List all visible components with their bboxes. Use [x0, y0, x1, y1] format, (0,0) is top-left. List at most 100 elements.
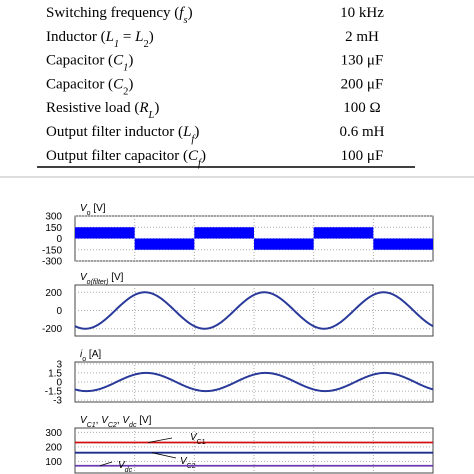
text-part: ) — [201, 148, 206, 164]
y-tick-label: 100 — [45, 457, 62, 468]
panel-title: Vo(filter) [V] — [80, 272, 124, 286]
y-tick-label: 150 — [45, 223, 62, 234]
text-part: dc — [129, 422, 137, 429]
square-segment — [313, 227, 374, 239]
y-tick-label: -200 — [42, 324, 62, 335]
square-segment — [75, 227, 135, 239]
text-part: C2 — [108, 422, 117, 429]
y-tick-label: -150 — [42, 245, 62, 256]
parameter-value: 10 kHz — [340, 5, 384, 21]
text-part: [A] — [86, 349, 101, 360]
panel-title: VC1, VC2, Vdc [V] — [80, 415, 152, 429]
parameter-value: 2 mH — [345, 29, 379, 45]
square-segment — [373, 238, 433, 250]
text-part: 2 — [123, 86, 128, 97]
y-tick-label: 200 — [45, 442, 62, 453]
waveform — [74, 291, 434, 330]
parameter-value: 200 μF — [341, 76, 384, 92]
annotation-arrow — [151, 452, 177, 459]
y-tick-label: -1.5 — [45, 387, 63, 398]
parameter-name: Capacitor (C1) — [46, 53, 133, 74]
annotation-arrow — [99, 461, 113, 467]
text-part: V — [118, 460, 126, 471]
text-part: f — [179, 5, 185, 21]
text-part: ) — [194, 124, 199, 140]
text-part: C1 — [197, 439, 206, 446]
text-part: Resistive load ( — [46, 100, 139, 116]
text-part: ) — [188, 5, 193, 21]
text-part: V — [80, 203, 88, 214]
square-segment — [194, 227, 254, 239]
text-part: o(filter) — [87, 279, 109, 286]
text-part: V — [122, 415, 130, 426]
panel-title: io [A] — [80, 349, 101, 363]
parameter-value: 100 μF — [341, 148, 384, 164]
parameter-name: Output filter inductor (Lf) — [46, 124, 199, 145]
text-part: Switching frequency ( — [46, 5, 179, 21]
text-part: Output filter capacitor ( — [46, 148, 188, 164]
text-part: L — [105, 29, 114, 45]
text-part: [V] — [136, 415, 151, 426]
y-tick-label: 300 — [45, 428, 62, 439]
text-part: ) — [149, 29, 154, 45]
text-part: f — [191, 134, 196, 145]
text-part: V — [190, 432, 198, 443]
text-part: dc — [125, 467, 133, 474]
parameter-value: 0.6 mH — [340, 124, 385, 140]
y-tick-label: -3 — [53, 396, 62, 407]
text-part: i — [80, 349, 83, 360]
square-segment — [134, 238, 195, 250]
text-part: Capacitor ( — [46, 53, 113, 69]
text-part: V — [180, 456, 188, 467]
text-part: C — [113, 76, 124, 92]
y-tick-label: 0 — [56, 306, 62, 317]
text-part: L — [148, 110, 155, 121]
text-part: C1 — [87, 422, 96, 429]
text-part: C — [188, 148, 199, 164]
series-label: Vdc — [118, 460, 133, 474]
text-part: o — [82, 356, 86, 363]
text-part: ) — [128, 53, 133, 69]
text-part: [V] — [91, 203, 106, 214]
panel-title: Vo [V] — [80, 203, 106, 217]
y-tick-label: 1.5 — [48, 368, 62, 379]
text-part: L — [134, 29, 143, 45]
text-part: Capacitor ( — [46, 76, 113, 92]
text-part: , — [96, 415, 102, 426]
parameter-name: Switching frequency (fs) — [46, 5, 193, 26]
parameter-name: Resistive load (RL) — [46, 100, 159, 121]
y-tick-label: 3 — [56, 359, 62, 370]
parameter-value: 130 μF — [341, 53, 384, 69]
text-part: C — [113, 53, 124, 69]
text-part: 2 — [143, 38, 148, 49]
text-part: ) — [128, 76, 133, 92]
y-tick-label: 300 — [45, 212, 62, 223]
parameter-value: 100 Ω — [343, 100, 380, 116]
text-part: L — [182, 124, 191, 140]
text-part: = — [119, 29, 135, 45]
parameter-name: Capacitor (C2) — [46, 76, 133, 97]
series-label: VC1 — [190, 432, 206, 446]
text-part: f — [198, 157, 203, 168]
text-part: V — [101, 415, 109, 426]
text-part: 1 — [114, 38, 119, 49]
annotation-arrow — [147, 437, 173, 443]
text-part: Output filter inductor ( — [46, 124, 183, 140]
waveform — [74, 371, 434, 393]
text-part: ) — [154, 100, 159, 116]
text-part: o — [87, 210, 91, 217]
y-tick-label: 0 — [56, 234, 62, 245]
text-part: s — [183, 15, 187, 26]
parameter-name: Output filter capacitor (Cf) — [46, 148, 206, 169]
text-part: Inductor ( — [46, 29, 106, 45]
text-part: , — [117, 415, 123, 426]
square-segment — [254, 238, 314, 250]
text-part: V — [80, 272, 88, 283]
y-tick-label: -300 — [42, 257, 62, 268]
text-part: 1 — [123, 62, 128, 73]
text-part: V — [80, 415, 88, 426]
y-tick-label: 200 — [45, 288, 62, 299]
parameter-name: Inductor (L1 = L2) — [46, 29, 154, 50]
